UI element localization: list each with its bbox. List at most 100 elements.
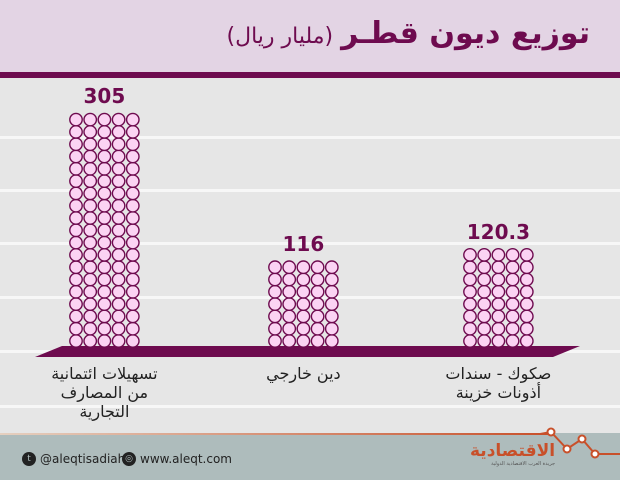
bar-unit-circle: [111, 247, 126, 262]
bar-unit-circle: [83, 235, 98, 250]
bar-unit-circle: [125, 235, 140, 250]
bar-unit-circle: [111, 235, 126, 250]
bar-unit-circle: [268, 297, 282, 311]
bar-unit-circle: [491, 284, 506, 299]
twitter-link[interactable]: t @aleqtisadiah: [22, 452, 125, 466]
bar-unit-circle: [296, 334, 311, 348]
bar-unit-circle: [125, 284, 140, 299]
bar-unit-circle: [111, 112, 126, 127]
bar-unit-circle: [83, 149, 98, 164]
bar-unit-circle: [491, 272, 506, 287]
bar-unit-circle: [125, 309, 140, 324]
category-label: صكوك - سندات أذونات خزينة: [408, 364, 588, 402]
bar-unit-circle: [69, 124, 83, 139]
gridline: [0, 136, 620, 139]
bar-unit-circle: [69, 211, 83, 225]
title-unit: (مليار ريال): [226, 24, 334, 49]
category-label-line: صكوك - سندات: [445, 364, 552, 383]
bar-unit-circle: [97, 334, 112, 348]
bar-unit-circle: [268, 284, 282, 299]
website-url: www.aleqt.com: [140, 452, 232, 466]
bar-unit-circle: [463, 260, 477, 275]
chart-plot: [35, 112, 580, 357]
bar-unit-circle: [125, 186, 140, 201]
bar-unit-circle: [463, 297, 477, 311]
bar-unit-circle: [491, 334, 506, 348]
bar-unit-circle: [268, 321, 282, 336]
bar-unit-circle: [111, 297, 126, 311]
logo-text: الاقتصادية: [470, 441, 556, 461]
bar-unit-circle: [282, 272, 297, 287]
bar-unit-circle: [282, 309, 297, 324]
bar-unit-circle: [125, 198, 140, 213]
bar-unit-circle: [97, 161, 112, 176]
bar-unit-circle: [324, 284, 339, 299]
bar-unit-circle: [111, 272, 126, 287]
bar-unit-circle: [477, 334, 492, 348]
bar-unit-circle: [83, 284, 98, 299]
bar-unit-circle: [125, 211, 140, 225]
bar-unit-circle: [505, 321, 520, 336]
bar-unit-circle: [324, 260, 339, 275]
bar-unit-circle: [268, 260, 282, 275]
bar-unit-circle: [83, 297, 98, 311]
bar-unit-circle: [97, 260, 112, 275]
bar-unit-circle: [519, 272, 534, 287]
gridline: [0, 189, 620, 192]
bar-unit-circle: [519, 297, 534, 311]
bar-unit-circle: [83, 260, 98, 275]
bar-unit-circle: [505, 284, 520, 299]
bar-unit-circle: [97, 235, 112, 250]
value-label: 305: [83, 84, 126, 109]
bar-unit-circle: [97, 321, 112, 336]
bar-unit-circle: [111, 309, 126, 324]
bar-unit-circle: [83, 211, 98, 225]
bar-unit-circle: [69, 137, 83, 152]
bar-unit-circle: [125, 260, 140, 275]
bar-unit-circle: [125, 321, 140, 336]
bar-unit-circle: [296, 284, 311, 299]
header: توزيع ديون قطـر (مليار ريال): [0, 0, 620, 72]
footer: [0, 433, 620, 480]
bar-unit-circle: [111, 260, 126, 275]
gridline: [0, 242, 620, 245]
bar-unit-circle: [296, 321, 311, 336]
bar-unit-circle: [268, 272, 282, 287]
bar-unit-circle: [111, 124, 126, 139]
bar-unit-circle: [477, 309, 492, 324]
bar-unit-circle: [83, 112, 98, 127]
twitter-handle: @aleqtisadiah: [40, 452, 126, 466]
footer-line: [0, 433, 550, 435]
bar-unit-circle: [282, 321, 297, 336]
website-link[interactable]: ◎ www.aleqt.com: [122, 452, 232, 466]
bar-unit-circle: [97, 284, 112, 299]
title-main: توزيع ديون قطـر: [341, 16, 590, 51]
bar-unit-circle: [463, 272, 477, 287]
bar-unit-circle: [477, 272, 492, 287]
bar-unit-circle: [477, 284, 492, 299]
bar-unit-circle: [83, 186, 98, 201]
bar-unit-circle: [97, 112, 112, 127]
bar-unit-circle: [477, 247, 492, 262]
bar-unit-circle: [282, 260, 297, 275]
bar-unit-circle: [519, 260, 534, 275]
bar-unit-circle: [310, 272, 325, 287]
bar-unit-circle: [69, 149, 83, 164]
bar-2: [463, 247, 534, 348]
bar-unit-circle: [463, 334, 477, 348]
category-label: دين خارجي: [213, 364, 393, 383]
bar-unit-circle: [97, 186, 112, 201]
bar-unit-circle: [505, 272, 520, 287]
category-label-line: تسهيلات ائتمانية: [51, 364, 158, 383]
bar-unit-circle: [519, 321, 534, 336]
bar-unit-circle: [125, 149, 140, 164]
bar-unit-circle: [125, 272, 140, 287]
bar-unit-circle: [125, 223, 140, 238]
trend-line-icon: [540, 427, 620, 459]
gridline: [0, 405, 620, 408]
globe-icon: ◎: [122, 452, 136, 466]
bar-unit-circle: [69, 297, 83, 311]
bar-unit-circle: [69, 334, 83, 348]
value-label: 116: [282, 232, 325, 256]
bar-unit-circle: [111, 334, 126, 348]
